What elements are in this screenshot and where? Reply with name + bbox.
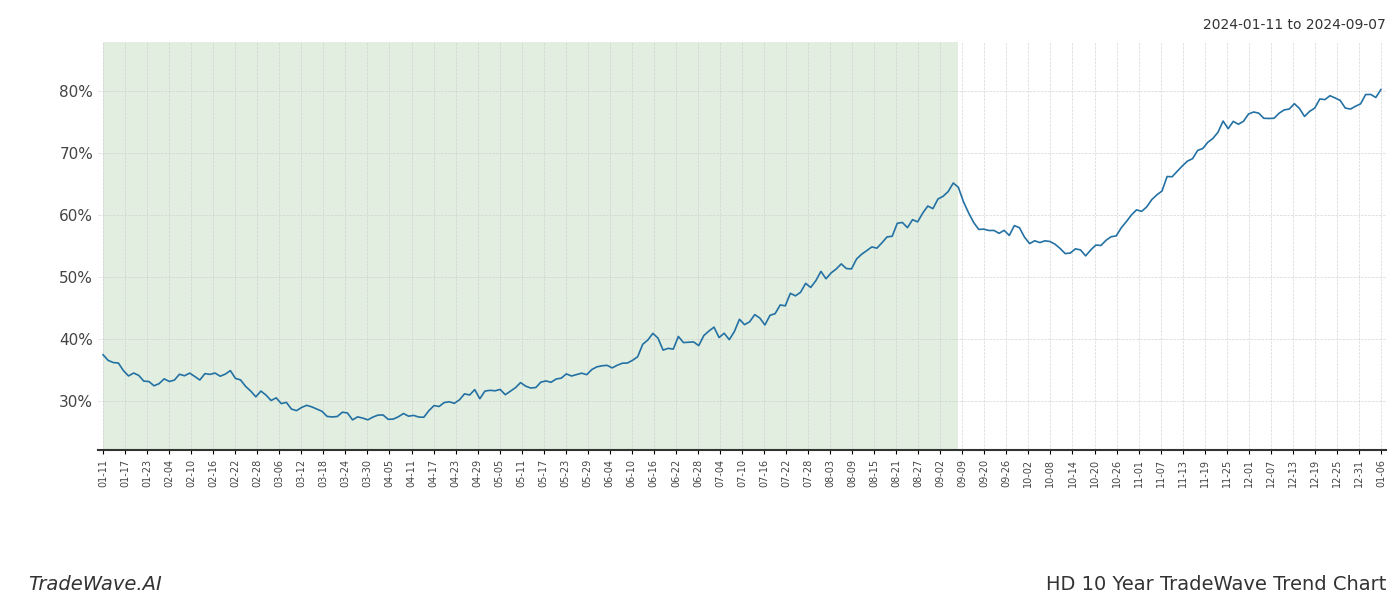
Text: TradeWave.AI: TradeWave.AI — [28, 575, 162, 594]
Text: 2024-01-11 to 2024-09-07: 2024-01-11 to 2024-09-07 — [1203, 18, 1386, 32]
Text: HD 10 Year TradeWave Trend Chart: HD 10 Year TradeWave Trend Chart — [1046, 575, 1386, 594]
Bar — [104, 42, 959, 450]
